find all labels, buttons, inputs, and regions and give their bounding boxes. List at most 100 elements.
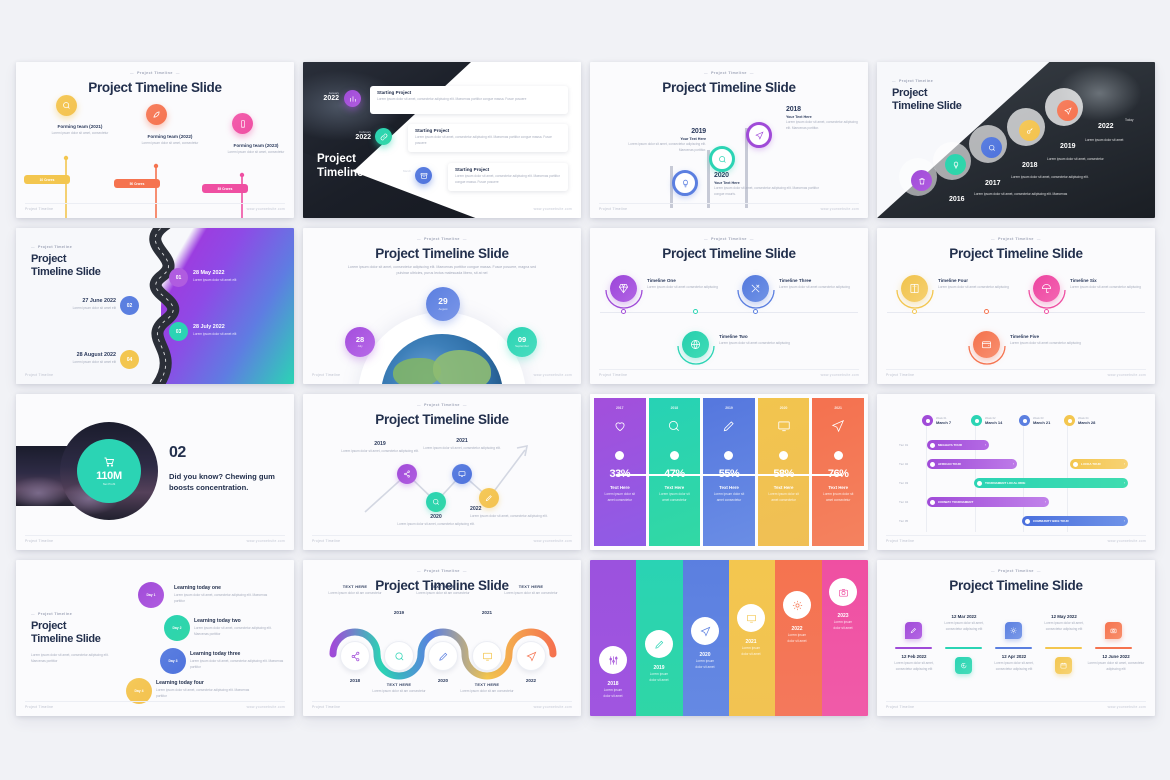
node-ring-1[interactable] — [672, 170, 698, 196]
week-header-3[interactable]: Week 03 March 21 — [1019, 415, 1050, 426]
gantt-bar-3[interactable]: TOURNAMENT LOCAL RIDE › — [974, 478, 1128, 488]
node-2018[interactable] — [340, 641, 370, 671]
gantt-bar-5[interactable]: COMMUNITY BIKE TOUR › — [1022, 516, 1128, 526]
node-icon-2[interactable] — [146, 104, 167, 125]
node-circle-2018[interactable] — [599, 646, 627, 674]
item-04-body: Lorem ipsum dolor sit amet elit — [72, 359, 116, 364]
gantt-bar-4[interactable]: CONWAY TOURNAMENT › — [927, 497, 1049, 507]
date-circle-29[interactable]: 29 August — [426, 287, 460, 321]
node-icon-timeline-four[interactable] — [901, 275, 928, 302]
node-icon-3[interactable] — [232, 113, 253, 134]
slide-9-stat-did-you-know[interactable]: 110M Net Profit 02 Did you know? Chewing… — [16, 394, 294, 550]
card-2[interactable]: Starting Project Lorem ipsum dolor sit a… — [408, 124, 568, 152]
node-2022[interactable] — [516, 641, 546, 671]
slide-8-timeline-four-five-six[interactable]: Project Timeline Project Timeline Slide … — [877, 228, 1155, 384]
card-icon-1[interactable] — [905, 622, 922, 639]
node-circle-2020[interactable] — [691, 617, 719, 645]
node-icon-timeline-two[interactable] — [682, 331, 709, 358]
node-02[interactable]: 02 — [120, 296, 139, 315]
node-circle-2022[interactable] — [783, 591, 811, 619]
node-01[interactable]: 01 — [169, 268, 188, 287]
slide-4-diagonal-staircase-years[interactable]: Project Timeline Project Timeline Slide … — [877, 62, 1155, 218]
node-2021[interactable] — [472, 641, 502, 671]
item-2021-year: 2021 — [456, 438, 468, 444]
node-2021[interactable] — [452, 464, 472, 484]
node-2019[interactable] — [397, 464, 417, 484]
slide-13-day-steps[interactable]: Project Timeline Project Timeline Slide … — [16, 560, 294, 716]
node-icon-2018[interactable] — [981, 137, 1002, 158]
rainbow-col-1[interactable] — [590, 560, 637, 716]
column-2[interactable]: 2018 47% Text Here Lorem ipsum dolor sit… — [648, 398, 701, 546]
node-circle-2021[interactable] — [737, 604, 765, 632]
step-circle-1[interactable]: Day 1 — [138, 582, 164, 608]
node-icon-1[interactable] — [344, 90, 361, 107]
node-2020[interactable] — [428, 641, 458, 671]
column-4[interactable]: 2020 58% Text Here Lorem ipsum dolor sit… — [757, 398, 810, 546]
slide-10-zigzag-line-years[interactable]: Project Timeline Project Timeline Slide … — [303, 394, 581, 550]
week-header-2[interactable]: Week 02 March 14 — [971, 415, 1002, 426]
rainbow-col-4[interactable] — [728, 560, 776, 716]
card-1[interactable]: Starting Project Lorem ipsum dolor sit a… — [370, 86, 568, 114]
node-icon-3[interactable] — [415, 167, 432, 184]
slide-5-winding-road[interactable]: Project Timeline Project Timeline Slide … — [16, 228, 294, 384]
column-1[interactable]: 2017 33% Text Here Lorem ipsum dolor sit… — [594, 398, 646, 546]
slide-11-percent-columns[interactable]: 2017 33% Text Here Lorem ipsum dolor sit… — [590, 394, 868, 550]
item-4-body: Lorem ipsum dolor sit amet, consectetur … — [1044, 621, 1084, 631]
date-circle-09[interactable]: 09 September — [507, 327, 537, 357]
node-04[interactable]: 04 — [120, 350, 139, 369]
column-3[interactable]: 2019 55% Text Here Lorem ipsum dolor sit… — [703, 398, 755, 546]
node-01-num: 01 — [175, 274, 182, 281]
node-icon-2016[interactable] — [911, 170, 932, 191]
node-icon-timeline-one[interactable] — [610, 275, 637, 302]
node-icon-timeline-six[interactable] — [1033, 275, 1060, 302]
node-icon-timeline-three[interactable] — [742, 275, 769, 302]
gantt-bar-1[interactable]: MEGHAYA TOUR › — [927, 440, 989, 450]
slide-15-rainbow-columns-years[interactable]: 2018 Lorem ipsum dolor sit amet 2019 Lor… — [590, 560, 868, 716]
week-header-1[interactable]: Week 01 March 7 — [922, 415, 951, 426]
date-circle-28[interactable]: 28 July — [345, 327, 375, 357]
tag-3[interactable]: 85 Crores — [202, 184, 248, 193]
slide-2-diagonal-photo-cards[interactable]: Project Timeline January 2022 Starting P… — [303, 62, 581, 218]
step-circle-4[interactable]: Day 4 — [126, 678, 152, 704]
step-circle-2[interactable]: Day 2 — [164, 615, 190, 641]
item-4-text: Timeline Four Lorem ipsum dolor sit amet… — [938, 278, 1028, 291]
slide-1-steps-up-right[interactable]: Project Timeline Project Timeline Slide … — [16, 62, 294, 218]
gantt-bar-extra[interactable]: LUCKA TOUR › — [1070, 459, 1128, 469]
stat-circle[interactable]: 110M Net Profit — [77, 439, 141, 503]
node-icon-1[interactable] — [56, 95, 77, 116]
node-icon-2019[interactable] — [1019, 120, 1040, 141]
tag-2[interactable]: 50 Crores — [114, 179, 160, 188]
node-icon-2022[interactable] — [1057, 100, 1078, 121]
node-circle-2019[interactable] — [645, 630, 673, 658]
slide-7-timeline-one-two-three[interactable]: Project Timeline Project Timeline Slide … — [590, 228, 868, 384]
rainbow-col-5[interactable] — [775, 560, 822, 716]
week-header-4[interactable]: Week 04 March 28 — [1064, 415, 1095, 426]
card-icon-4[interactable] — [1055, 657, 1072, 674]
node-icon-2[interactable] — [375, 128, 392, 145]
node-03[interactable]: 03 — [169, 322, 188, 341]
node-ring-3[interactable] — [746, 122, 772, 148]
card-icon-5[interactable] — [1105, 622, 1122, 639]
slide-grid: Project Timeline Project Timeline Slide … — [16, 62, 1157, 718]
gantt-bar-2[interactable]: AFRICAN TOUR › — [927, 459, 1017, 469]
node-icon-2017[interactable] — [945, 154, 966, 175]
slide-6-globe-arc-dates[interactable]: Project Timeline Project Timeline Slide … — [303, 228, 581, 384]
card-icon-3[interactable] — [1005, 622, 1022, 639]
step-circle-3[interactable]: Day 3 — [160, 648, 186, 674]
node-2019[interactable] — [384, 641, 414, 671]
slide-14-wave-circles-years[interactable]: Project Timeline Project Timeline Slide … — [303, 560, 581, 716]
item-2020-text: 2020 Lorem ipsum dolor sit amet — [692, 647, 718, 670]
node-2020[interactable] — [426, 492, 446, 512]
card-3[interactable]: Starting Project Lorem ipsum dolor sit a… — [448, 163, 568, 191]
node-ring-2[interactable] — [709, 146, 735, 172]
node-2022[interactable] — [479, 488, 499, 508]
card-icon-2[interactable] — [955, 657, 972, 674]
slide-3-rising-rings[interactable]: Project Timeline Project Timeline Slide … — [590, 62, 868, 218]
node-icon-timeline-five[interactable] — [973, 331, 1000, 358]
node-circle-2023[interactable] — [829, 578, 857, 606]
tag-1[interactable]: 10 Crores — [24, 175, 70, 184]
item-3-text: 2018 Your Text Here Lorem ipsum dolor si… — [786, 106, 858, 131]
slide-12-gantt-chart[interactable]: Week 01 March 7 Week 02 March 14 Week 03… — [877, 394, 1155, 550]
slide-16-date-cards-row[interactable]: Project Timeline Project Timeline Slide … — [877, 560, 1155, 716]
column-5[interactable]: 2021 76% Text Here Lorem ipsum dolor sit… — [812, 398, 864, 546]
